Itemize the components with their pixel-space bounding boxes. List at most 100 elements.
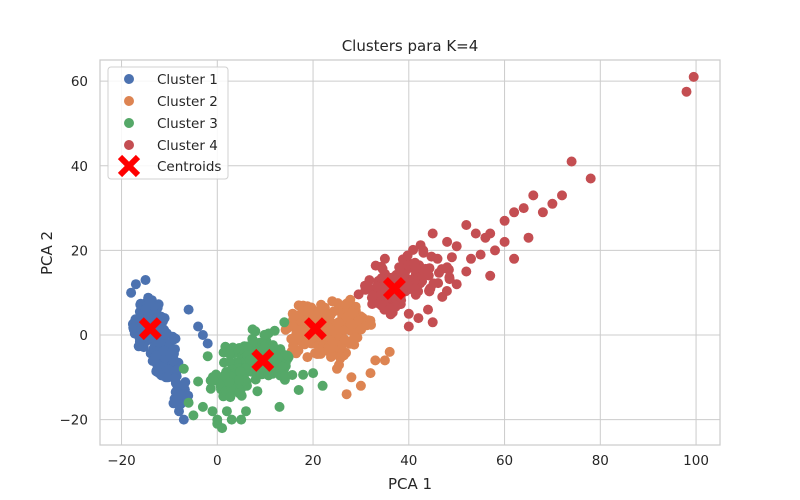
data-point (323, 310, 334, 321)
data-point (485, 270, 496, 281)
data-point (193, 376, 204, 387)
data-point (499, 236, 510, 247)
data-point (528, 190, 539, 201)
data-point (423, 304, 433, 315)
data-point (566, 156, 577, 167)
data-point (293, 300, 304, 311)
legend-label-centroids: Centroids (157, 159, 221, 175)
centroid-marker (382, 277, 406, 300)
data-point (208, 375, 219, 386)
data-point (154, 338, 165, 349)
data-point (547, 198, 558, 209)
data-point (263, 370, 274, 381)
data-point (159, 345, 170, 356)
data-point (418, 245, 429, 256)
data-point (226, 414, 237, 425)
x-axis-label: PCA 1 (388, 475, 432, 493)
data-point (280, 370, 291, 381)
data-point (202, 351, 213, 362)
data-point (379, 355, 390, 366)
data-point (236, 414, 247, 425)
data-point (169, 334, 180, 345)
data-point (160, 353, 171, 363)
data-point (523, 232, 534, 243)
data-point (174, 406, 184, 417)
data-point (274, 401, 285, 412)
x-tick-label: 60 (496, 453, 513, 469)
data-point (252, 386, 263, 397)
data-point (557, 190, 567, 201)
legend-marker-cluster-4 (124, 140, 134, 150)
legend-marker-cluster-3 (124, 118, 134, 128)
legend-label-cluster-3: Cluster 3 (157, 116, 218, 132)
data-point (409, 283, 420, 294)
x-tick-label: 20 (304, 453, 321, 469)
data-point (475, 249, 486, 260)
legend: Cluster 1 Cluster 2 Cluster 3 Cluster 4 … (107, 66, 229, 180)
centroid-marker (303, 317, 327, 341)
data-point (178, 363, 189, 374)
data-point (332, 363, 342, 374)
data-point (349, 332, 360, 343)
legend-label-cluster-1: Cluster 1 (157, 72, 218, 88)
x-tick-label: 40 (400, 453, 417, 469)
data-point (537, 207, 548, 218)
data-point (442, 236, 453, 247)
data-point (140, 304, 151, 315)
data-point (241, 406, 251, 417)
data-point (451, 241, 462, 252)
data-point (585, 173, 596, 184)
data-point (291, 348, 302, 359)
data-point (385, 303, 395, 314)
tick-labels: −20 0 20 40 60 80 100 −20 0 20 40 60 (60, 74, 709, 469)
data-point (681, 86, 692, 97)
data-point (403, 308, 414, 319)
data-point (499, 215, 510, 226)
data-point (130, 279, 141, 290)
data-point (298, 369, 309, 380)
legend-box (107, 66, 229, 180)
centroid-marker (251, 348, 275, 372)
data-point (339, 334, 350, 345)
data-point (140, 275, 151, 285)
data-point (289, 310, 300, 321)
data-point (248, 335, 259, 346)
data-point (178, 414, 189, 425)
data-point (427, 317, 438, 328)
data-point (432, 253, 443, 264)
data-point (327, 296, 338, 307)
data-point (244, 355, 255, 366)
data-point (295, 325, 306, 336)
data-point (427, 228, 438, 239)
data-point (333, 325, 344, 335)
data-point (509, 207, 520, 218)
data-point (205, 383, 216, 394)
data-point (303, 304, 314, 315)
data-point (470, 228, 481, 239)
data-point (234, 375, 244, 385)
data-point (308, 368, 319, 379)
data-point (313, 306, 323, 317)
data-point (342, 298, 353, 309)
legend-label-cluster-2: Cluster 2 (157, 94, 218, 110)
x-tick-label: −20 (107, 453, 136, 469)
data-point (365, 315, 376, 326)
data-point (341, 389, 352, 400)
data-point (365, 368, 376, 379)
data-point (183, 397, 194, 408)
data-point (293, 385, 304, 395)
data-point (509, 253, 520, 264)
data-point (688, 71, 699, 82)
data-point (394, 262, 405, 273)
y-tick-label: −20 (60, 413, 89, 429)
data-point (355, 380, 366, 391)
data-point (384, 346, 395, 357)
data-point (282, 350, 293, 361)
data-point (178, 379, 189, 390)
data-point (334, 351, 345, 361)
data-point (442, 262, 453, 273)
data-point (403, 321, 414, 332)
data-point (302, 352, 313, 363)
data-point (423, 270, 434, 281)
data-point (207, 406, 218, 417)
